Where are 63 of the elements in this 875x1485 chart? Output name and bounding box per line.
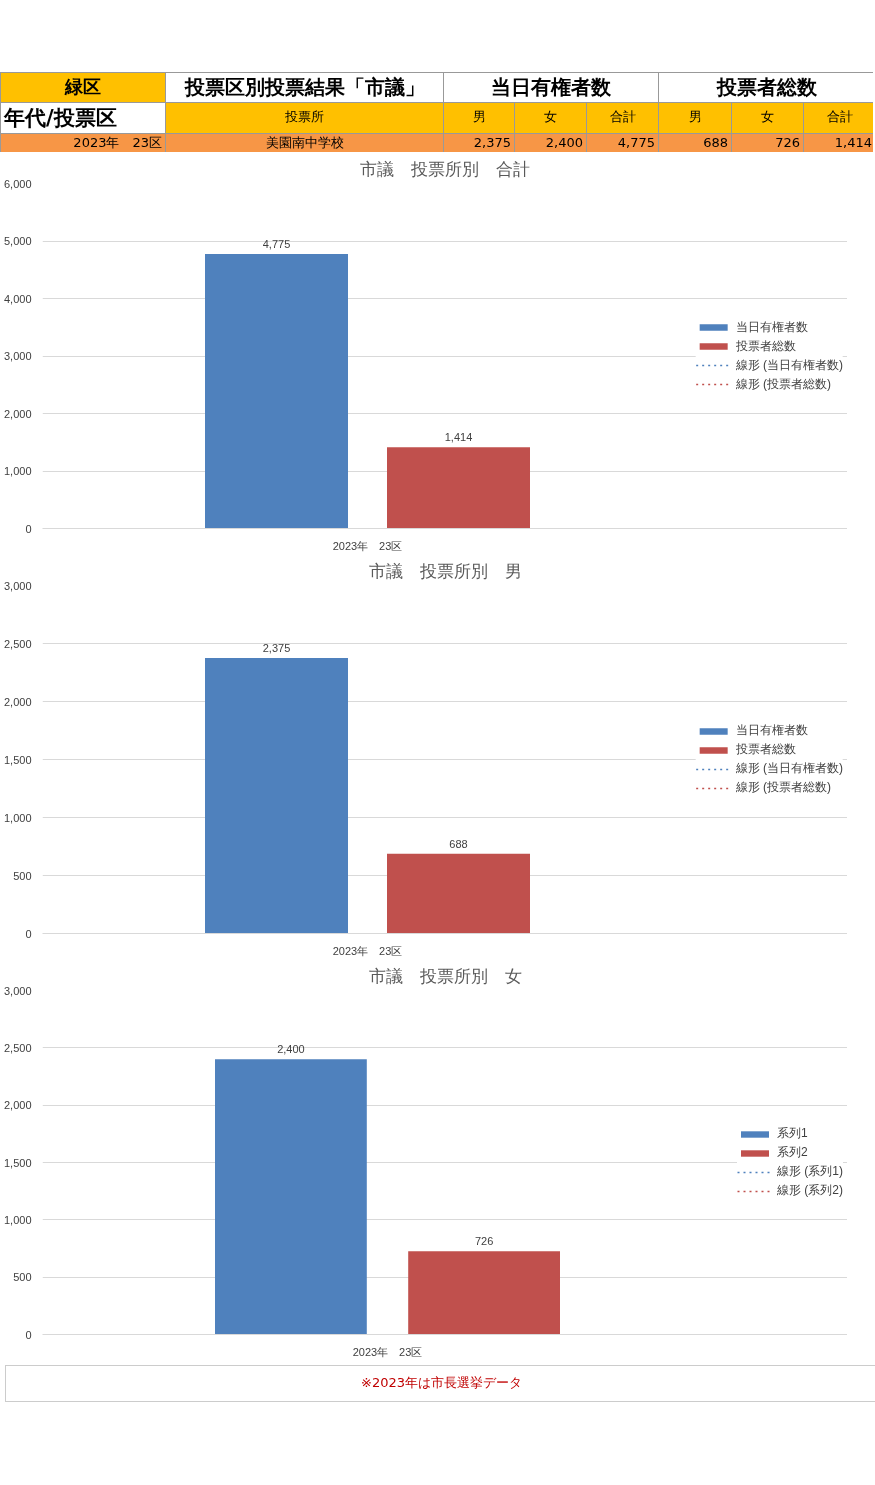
y-tick-label: 3,000 (3, 984, 32, 997)
y-tick-label: 1,500 (3, 753, 32, 766)
text: 女 (514, 102, 587, 134)
y-tick-label: 0 (25, 1328, 32, 1341)
text: 投票所 (165, 102, 444, 134)
text: 男 (658, 102, 732, 134)
y-tick-label: 0 (25, 927, 32, 940)
y-tick-label: 2,000 (3, 1099, 32, 1112)
chart-title: 市議 投票所別 女 (368, 966, 522, 986)
data-label: 726 (474, 1235, 494, 1248)
y-tick-label: 3,000 (3, 350, 32, 362)
legend-label: 線形 (系列1) (777, 1163, 843, 1180)
y-tick-label: 2,000 (3, 695, 32, 708)
text: 合計 (586, 102, 659, 134)
legend-label: 当日有権者数 (735, 722, 808, 739)
text: 2,400 (514, 133, 587, 154)
text: 美園南中学校 (165, 133, 444, 154)
text: 投票区別投票結果「市議」 (165, 72, 444, 103)
y-tick-label: 2,500 (3, 1041, 32, 1054)
chart-title: 市議 投票所別 男 (368, 561, 522, 581)
text: 女 (731, 102, 804, 134)
text: 合計 (803, 102, 875, 134)
data-label: 2,400 (277, 1043, 305, 1056)
text: 4,775 (586, 133, 659, 154)
text: 688 (658, 133, 732, 154)
y-tick-label: 500 (13, 869, 32, 882)
text: 年代/投票区 (0, 102, 166, 134)
data-label: 1,414 (444, 431, 473, 444)
y-tick-label: 0 (25, 522, 32, 535)
chart-title: 市議 投票所別 合計 (360, 159, 530, 179)
y-tick-label: 5,000 (3, 235, 32, 247)
data-label: 4,775 (262, 237, 291, 250)
text: 2,375 (443, 133, 515, 154)
text: 男 (443, 102, 515, 134)
legend-label: 線形 (投票者総数) (735, 375, 831, 393)
y-tick-label: 2,000 (3, 407, 32, 420)
y-tick-label: 1,000 (3, 1213, 32, 1226)
legend-label: 線形 (系列2) (777, 1182, 843, 1199)
text: 1,414 (803, 133, 875, 154)
y-tick-label: 1,000 (3, 465, 32, 477)
legend-label: 系列2 (777, 1144, 808, 1161)
text: 投票者総数 (658, 72, 875, 103)
y-tick-label: 4,000 (3, 292, 32, 305)
y-tick-label: 2,500 (3, 637, 32, 650)
data-label: 688 (449, 837, 468, 850)
y-tick-label: 3,000 (3, 579, 32, 592)
legend-label: 線形 (投票者総数) (735, 779, 831, 796)
y-tick-label: 1,500 (3, 1156, 32, 1169)
legend-label: 投票者総数 (735, 337, 796, 355)
text: ※2023年は市長選挙データ (5, 1365, 875, 1402)
text: 2023年 23区 (0, 133, 166, 154)
legend-label: 線形 (当日有権者数) (735, 760, 843, 777)
y-tick-label: 6,000 (3, 177, 32, 190)
text: 当日有権者数 (443, 72, 659, 103)
legend-label: 当日有権者数 (735, 318, 808, 336)
text: 726 (731, 133, 804, 154)
legend-label: 線形 (当日有権者数) (735, 356, 843, 374)
y-tick-label: 1,000 (3, 811, 32, 824)
legend-label: 投票者総数 (735, 741, 796, 758)
legend-label: 系列1 (777, 1125, 808, 1142)
text: 緑区 (0, 72, 166, 103)
y-tick-label: 500 (13, 1271, 32, 1284)
data-label: 2,375 (262, 642, 291, 654)
